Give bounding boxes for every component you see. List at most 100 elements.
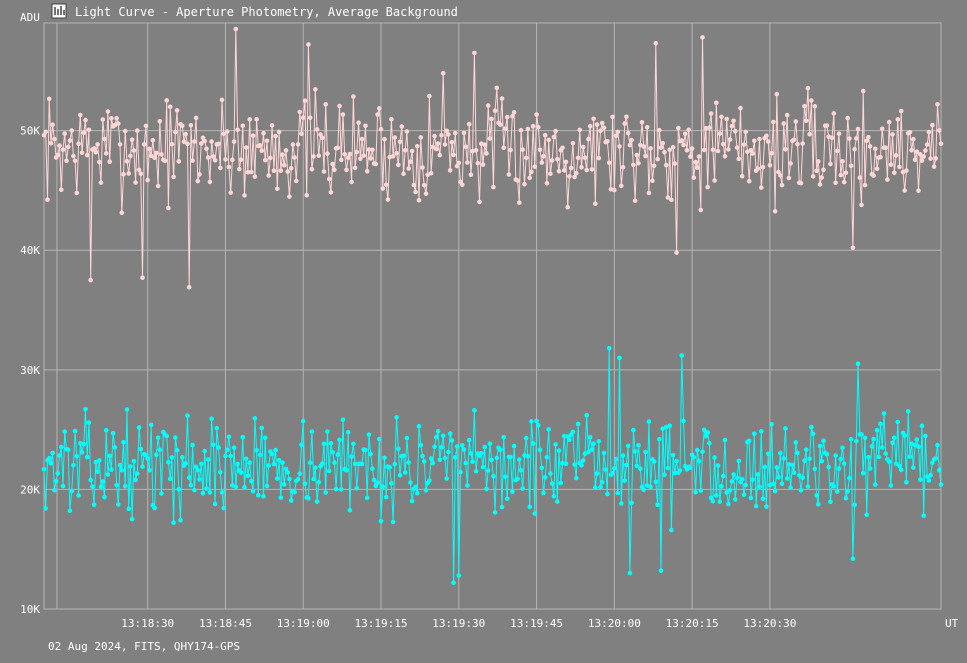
data-point: [145, 456, 150, 461]
data-point: [752, 138, 757, 144]
data-point: [392, 461, 398, 467]
data-point: [651, 163, 657, 169]
data-point: [907, 454, 913, 460]
data-point: [347, 151, 353, 157]
data-point: [605, 491, 610, 497]
data-point: [727, 487, 733, 493]
data-point: [276, 129, 282, 135]
data-point: [613, 133, 619, 139]
data-point: [413, 189, 418, 195]
data-point: [117, 142, 123, 147]
data-point: [893, 461, 899, 467]
data-point: [615, 490, 621, 496]
data-point: [164, 98, 169, 103]
data-point: [212, 158, 218, 163]
data-point: [893, 153, 899, 158]
data-point: [914, 149, 920, 154]
data-point: [107, 453, 112, 459]
data-point: [197, 477, 202, 482]
data-point: [330, 450, 335, 455]
data-point: [59, 444, 64, 450]
data-point: [523, 155, 529, 161]
data-point: [444, 128, 450, 134]
data-point: [396, 162, 401, 168]
data-point: [197, 172, 202, 177]
data-point: [682, 131, 688, 137]
data-point: [660, 426, 665, 432]
data-point: [681, 418, 686, 424]
data-point: [223, 157, 228, 162]
data-point: [720, 473, 726, 479]
data-point: [155, 183, 161, 189]
data-point: [207, 490, 213, 495]
data-point: [86, 127, 92, 133]
data-point: [45, 197, 50, 202]
data-point: [638, 466, 643, 472]
data-point: [237, 166, 242, 172]
data-point: [606, 160, 612, 166]
data-point: [511, 443, 517, 449]
data-point: [520, 147, 525, 152]
data-point: [762, 464, 767, 470]
data-point: [199, 141, 204, 146]
data-point: [622, 478, 627, 483]
light-curve-app-icon[interactable]: [51, 3, 67, 19]
data-point: [135, 471, 140, 476]
data-point: [546, 137, 551, 143]
data-point: [240, 434, 246, 440]
data-point: [874, 166, 880, 171]
data-point: [489, 116, 494, 122]
data-point: [383, 494, 389, 500]
data-point: [734, 145, 740, 150]
data-point: [852, 147, 857, 152]
data-point: [65, 144, 71, 150]
data-point: [760, 496, 766, 502]
data-point: [205, 155, 211, 160]
data-point: [460, 182, 465, 188]
data-point: [757, 136, 762, 142]
data-point: [544, 181, 550, 186]
data-point: [598, 484, 603, 490]
data-point: [147, 468, 152, 473]
data-point: [684, 148, 690, 153]
data-point: [479, 451, 484, 456]
data-point: [221, 131, 226, 137]
data-point: [169, 455, 175, 460]
data-point: [150, 138, 156, 143]
data-point: [411, 182, 417, 188]
data-point: [759, 185, 764, 190]
data-point: [831, 484, 837, 489]
data-point: [437, 152, 443, 158]
data-point: [918, 152, 923, 157]
data-point: [911, 465, 916, 470]
data-point: [840, 159, 845, 164]
data-point: [584, 167, 589, 173]
data-point: [741, 142, 747, 147]
y-tick-label: 10K: [20, 603, 40, 616]
data-point: [418, 442, 424, 448]
data-point: [159, 491, 164, 496]
data-point: [105, 109, 111, 114]
data-point: [354, 149, 360, 155]
data-point: [885, 177, 890, 182]
data-point: [667, 423, 672, 429]
data-point: [764, 504, 769, 509]
data-point: [250, 488, 256, 494]
data-point: [712, 178, 717, 183]
data-point: [791, 470, 797, 476]
data-point: [772, 488, 778, 494]
data-point: [183, 131, 188, 137]
data-point: [114, 116, 119, 121]
data-point: [565, 204, 570, 210]
data-point: [240, 123, 246, 129]
data-point: [326, 176, 332, 182]
data-point: [147, 146, 152, 152]
data-point: [603, 467, 608, 472]
data-point: [890, 132, 895, 137]
data-point: [898, 108, 904, 114]
data-point: [833, 453, 838, 458]
data-point: [591, 441, 596, 446]
data-point: [480, 162, 486, 167]
data-point: [843, 170, 849, 176]
